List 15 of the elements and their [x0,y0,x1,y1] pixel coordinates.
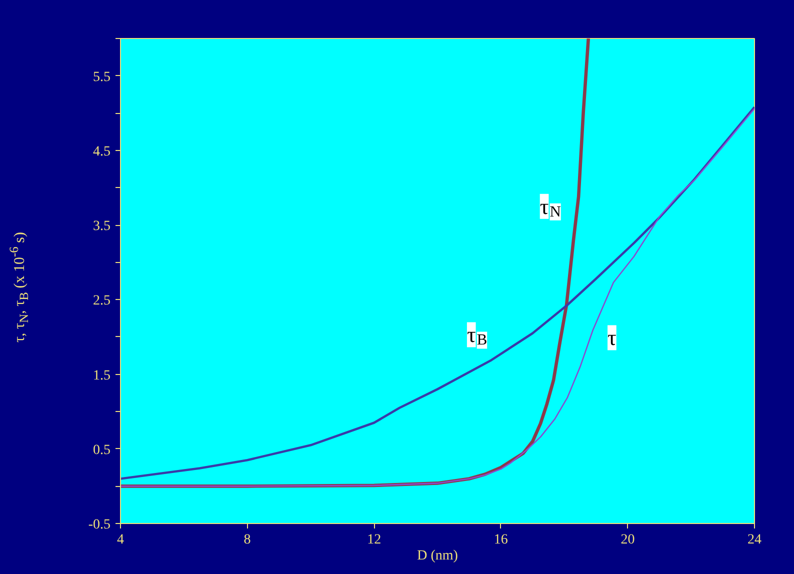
x-axis-title: D (nm) [417,548,458,564]
y-tick-label: 4.5 [93,144,110,160]
x-tick-label: 16 [494,532,508,548]
y-tick-label: -0.5 [88,518,111,532]
x-tick-label: 12 [367,532,382,548]
y-tick-label: 3.5 [93,219,110,234]
x-tick-label: 4 [117,532,124,548]
y-tick-label: 0.5 [93,442,110,458]
y-tick-label: 5.5 [93,70,110,85]
x-tick-label: 20 [620,532,635,548]
x-tick-label: 8 [244,532,251,548]
y-tick-label: 1.5 [93,368,110,384]
y-tick-label: 2.5 [93,294,110,309]
series-label: τ [608,325,617,350]
x-tick-label: 24 [748,532,762,548]
